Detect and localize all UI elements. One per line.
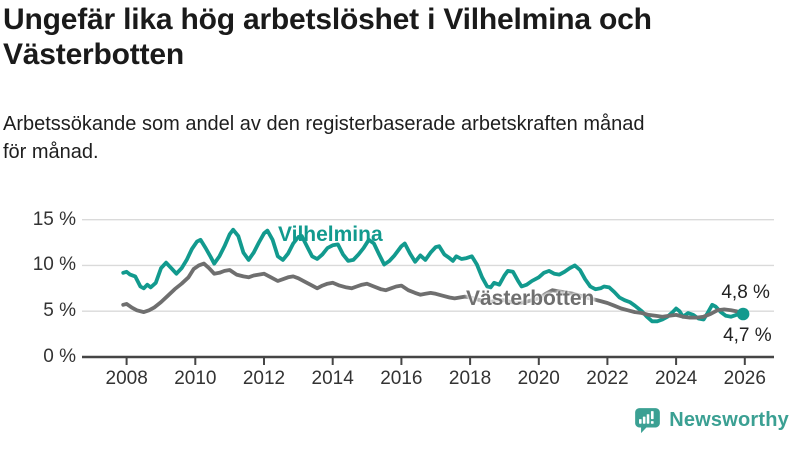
end-value-vilhelmina: 4,7 % <box>723 324 772 346</box>
x-tick-label: 2012 <box>242 368 286 389</box>
x-tick-label: 2014 <box>311 368 354 389</box>
logo-bar-2 <box>643 416 646 424</box>
y-tick-label: 0 % <box>43 346 76 367</box>
plot-area <box>82 218 774 365</box>
newsworthy-icon <box>635 408 661 434</box>
chart-subtitle: Arbetssökande som andel av den registerb… <box>3 113 645 163</box>
newsworthy-logo: Newsworthy <box>633 406 789 435</box>
logo-bar-3 <box>646 414 650 424</box>
newsworthy-wordmark: Newsworthy <box>669 409 789 431</box>
x-tick-label: 2024 <box>654 368 698 389</box>
logo-exclamation-dot <box>651 421 654 424</box>
x-tick-label: 2016 <box>380 368 423 389</box>
latest-value-dot <box>736 307 750 321</box>
x-tick-label: 2008 <box>105 368 148 389</box>
logo-exclamation-bar <box>651 411 654 420</box>
x-tick-label: 2020 <box>517 368 560 389</box>
series-line-vilhelmina <box>121 227 745 324</box>
series-label-vasterbotten: Västerbotten <box>466 287 595 310</box>
chart-title: Ungefär lika hög arbetslöshet i Vilhelmi… <box>3 3 652 71</box>
x-tick-label: 2018 <box>448 368 492 389</box>
y-tick-label: 15 % <box>32 208 76 230</box>
x-tick-label: 2022 <box>586 368 629 389</box>
logo-bar-1 <box>639 419 642 424</box>
x-tick-label: 2026 <box>723 368 766 389</box>
y-tick-label: 10 % <box>32 254 76 276</box>
end-value-västerbotten: 4,8 % <box>721 282 770 304</box>
series-line-västerbotten <box>121 261 744 320</box>
series-label-vilhelmina: Vilhelmina <box>278 223 383 246</box>
y-tick-label: 5 % <box>43 300 76 322</box>
x-tick-label: 2010 <box>174 368 217 389</box>
